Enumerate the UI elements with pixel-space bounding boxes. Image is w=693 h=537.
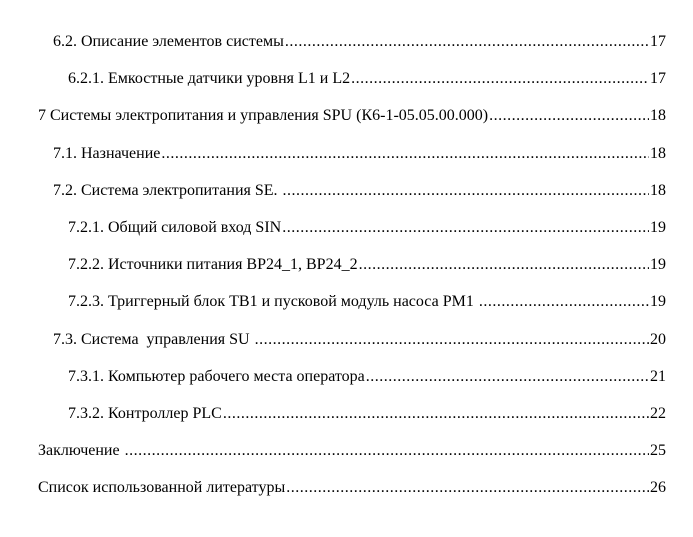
dot-leader xyxy=(161,145,649,163)
dot-leader xyxy=(125,442,649,460)
toc-entry-page: 20 xyxy=(650,330,666,348)
dot-leader xyxy=(255,331,649,349)
table-of-contents: 6.2. Описание элементов системы176.2.1. … xyxy=(0,33,693,516)
dot-leader xyxy=(359,256,649,274)
toc-entry[interactable]: 7.3. Система управления SU 20 xyxy=(0,331,666,368)
toc-entry[interactable]: Заключение 25 xyxy=(0,442,666,479)
dot-leader xyxy=(286,479,649,497)
dot-leader xyxy=(479,293,649,311)
toc-entry[interactable]: 7.2.1. Общий силовой вход SIN 19 xyxy=(0,219,666,256)
toc-entry-title: 7.2.2. Источники питания BP24_1, BP24_2 xyxy=(68,256,358,274)
toc-entry[interactable]: Список использованной литературы 26 xyxy=(0,479,666,516)
toc-entry[interactable]: 7.2.3. Триггерный блок TB1 и пусковой мо… xyxy=(0,293,666,330)
toc-entry-title: 7 Системы электропитания и управления SP… xyxy=(38,107,489,125)
toc-entry-page: 18 xyxy=(650,144,666,162)
toc-entry-title: 6.2.1. Емкостные датчики уровня L1 и L2 xyxy=(68,70,351,88)
toc-entry[interactable]: 7.3.2. Контроллер PLC 22 xyxy=(0,405,666,442)
toc-entry-title: 7.2.1. Общий силовой вход SIN xyxy=(68,218,282,236)
toc-entry-title: 7.2.3. Триггерный блок TB1 и пусковой мо… xyxy=(68,293,478,311)
dot-leader xyxy=(282,219,649,237)
dot-leader xyxy=(489,107,649,125)
toc-entry-page: 25 xyxy=(650,442,666,460)
toc-entry[interactable]: 6.2. Описание элементов системы 17 xyxy=(0,33,666,70)
toc-entry-page: 19 xyxy=(650,293,666,311)
toc-entry[interactable]: 7.2.2. Источники питания BP24_1, BP24_2 1… xyxy=(0,256,666,293)
toc-entry-title: 7.2. Система электропитания SE. xyxy=(53,181,282,199)
dot-leader xyxy=(283,182,649,200)
toc-entry-page: 17 xyxy=(650,70,666,88)
toc-entry-page: 21 xyxy=(650,367,666,385)
toc-entry-title: 7.1. Назначение xyxy=(53,144,161,162)
toc-entry-title: 7.3. Система управления SU xyxy=(53,330,254,348)
toc-entry-page: 18 xyxy=(650,107,666,125)
toc-entry[interactable]: 6.2.1. Емкостные датчики уровня L1 и L2 1… xyxy=(0,70,666,107)
toc-entry[interactable]: 7.3.1. Компьютер рабочего места оператор… xyxy=(0,368,666,405)
toc-entry-page: 17 xyxy=(650,33,666,50)
toc-entry[interactable]: 7.2. Система электропитания SE. 18 xyxy=(0,182,666,219)
toc-entry[interactable]: 7 Системы электропитания и управления SP… xyxy=(0,107,666,144)
toc-entry-page: 19 xyxy=(650,256,666,274)
toc-entry-page: 26 xyxy=(650,479,666,497)
dot-leader xyxy=(285,33,649,51)
toc-entry[interactable]: 7.1. Назначение 18 xyxy=(0,145,666,182)
toc-entry-page: 22 xyxy=(650,404,666,422)
toc-entry-title: Заключение xyxy=(38,442,124,460)
toc-entry-page: 19 xyxy=(650,218,666,236)
dot-leader xyxy=(366,368,649,386)
dot-leader xyxy=(351,70,649,88)
dot-leader xyxy=(223,405,649,423)
toc-entry-title: 7.3.1. Компьютер рабочего места оператор… xyxy=(68,367,365,385)
toc-entry-title: Список использованной литературы xyxy=(38,479,286,497)
toc-entry-title: 6.2. Описание элементов системы xyxy=(53,33,284,50)
toc-entry-page: 18 xyxy=(650,181,666,199)
toc-entry-title: 7.3.2. Контроллер PLC xyxy=(68,404,222,422)
